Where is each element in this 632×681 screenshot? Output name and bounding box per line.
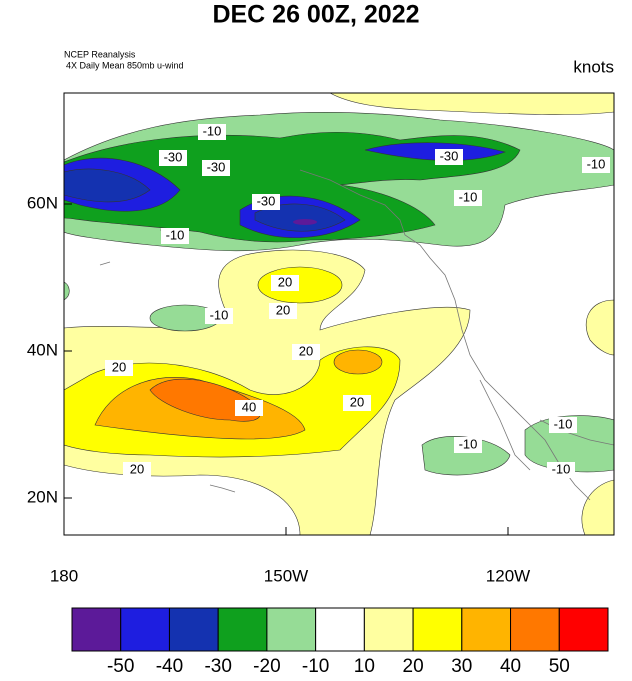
contour-label: -30	[164, 149, 183, 164]
colorbar-box	[461, 607, 512, 652]
colorbar-label: 50	[549, 656, 570, 677]
colorbar: -50 -40 -30 -20 -10 10 20 30 40 50	[71, 607, 609, 677]
contour-label-box	[161, 228, 189, 244]
contour-label-box	[454, 190, 482, 206]
colorbar-box	[217, 607, 268, 652]
contour-label: 20	[278, 274, 292, 289]
colorbar-box	[363, 607, 414, 652]
contour-label-box	[582, 157, 610, 173]
x-tick-label: 120W	[486, 566, 530, 585]
contour-label: 20	[276, 302, 290, 317]
contour-label-box	[159, 150, 187, 166]
colorbar-label: -40	[156, 656, 183, 677]
contour-label-box	[271, 275, 299, 291]
colorbar-label: -50	[107, 656, 134, 677]
colorbar-box	[558, 607, 609, 652]
contour-labels: -10 -30 -30 -30 -10 -10 -30 -10 20 -10 20 20 20 40 20 -…	[105, 123, 610, 478]
contour-label-box	[205, 308, 233, 324]
contour-label: 40	[242, 399, 256, 414]
colorbar-label: -10	[302, 656, 329, 677]
colorbar-label: -30	[204, 656, 231, 677]
contour-label: -10	[459, 189, 478, 204]
contour-label-box	[292, 344, 320, 360]
x-tick-label: 150W	[264, 566, 308, 585]
contour-label: 20	[299, 343, 313, 358]
colorbar-label: 10	[354, 656, 375, 677]
colorbar-box	[510, 607, 560, 652]
contour-fills	[64, 93, 614, 535]
contour-label-box	[454, 437, 482, 453]
contour-label-box	[343, 395, 371, 411]
contour-label: -30	[257, 193, 276, 208]
contour-label: -30	[440, 148, 459, 163]
colorbar-box	[120, 607, 170, 652]
colorbar-box	[71, 607, 122, 652]
x-tick-label: 180	[50, 566, 78, 585]
contour-label-box	[198, 124, 226, 140]
title: DEC 26 00Z, 2022	[212, 1, 419, 29]
contour-label-box	[105, 360, 133, 376]
contour-label-box	[202, 160, 230, 176]
contour-label-box	[435, 149, 463, 165]
contour-label: -10	[552, 461, 571, 476]
colorbar-box	[315, 607, 365, 652]
contour-label: -10	[166, 227, 185, 242]
contour-label-box	[252, 194, 280, 210]
colorbar-label: -20	[253, 656, 280, 677]
source: NCEP Reanalysis	[64, 49, 136, 59]
colorbar-label: 20	[403, 656, 424, 677]
contour-label-box	[235, 400, 263, 416]
y-tick-label: 20N	[27, 487, 58, 506]
contour-label: -10	[203, 123, 222, 138]
units: knots	[573, 57, 614, 76]
y-tick-label: 40N	[27, 340, 58, 359]
contour-label: -10	[587, 156, 606, 171]
plot-frame	[63, 92, 615, 536]
contour-label-box	[269, 303, 297, 319]
colorbar-label: 30	[451, 656, 472, 677]
y-tick-label: 60N	[27, 193, 58, 212]
contour-label: -10	[459, 436, 478, 451]
axes: 180 150W 120W 60N 40N 20N	[27, 193, 530, 585]
colorbar-box	[266, 607, 317, 652]
contour-label-box	[549, 417, 577, 433]
colorbar-label: 40	[500, 656, 521, 677]
colorbar-box	[412, 607, 463, 652]
contour-label: 20	[112, 359, 126, 374]
contour-label: -10	[554, 416, 573, 431]
contour-label: 20	[130, 461, 144, 476]
contour-label-box	[123, 462, 151, 478]
description: 4X Daily Mean 850mb u-wind	[66, 60, 184, 70]
contour-label: -10	[210, 307, 229, 322]
contour-label: -30	[207, 159, 226, 174]
contour-label: 20	[350, 394, 364, 409]
contour-label-box	[547, 462, 575, 478]
colorbar-box	[168, 607, 219, 652]
